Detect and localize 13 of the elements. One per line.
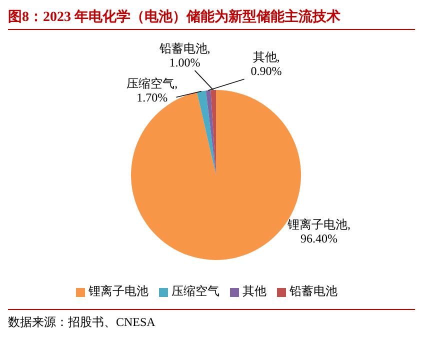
legend-label: 压缩空气: [172, 284, 220, 298]
pie-slice: [196, 90, 216, 175]
data-label: 压缩空气, 1.70%: [126, 76, 178, 104]
pie-slice: [131, 90, 301, 260]
data-label: 锂离子电池, 96.40%: [286, 218, 351, 246]
data-label: 其他, 0.90%: [250, 50, 282, 78]
chart-title: 图8：2023 年电化学（电池）储能为新型储能主流技术: [8, 8, 415, 30]
pie-slice: [206, 90, 216, 175]
legend-label: 锂离子电池: [88, 284, 148, 298]
legend-label: 铅蓄电池: [290, 284, 338, 298]
legend-label: 其他: [242, 284, 266, 298]
data-label: 铅蓄电池, 1.00%: [158, 41, 210, 70]
source-note: 数据来源：招股书、CNESA: [8, 309, 415, 331]
